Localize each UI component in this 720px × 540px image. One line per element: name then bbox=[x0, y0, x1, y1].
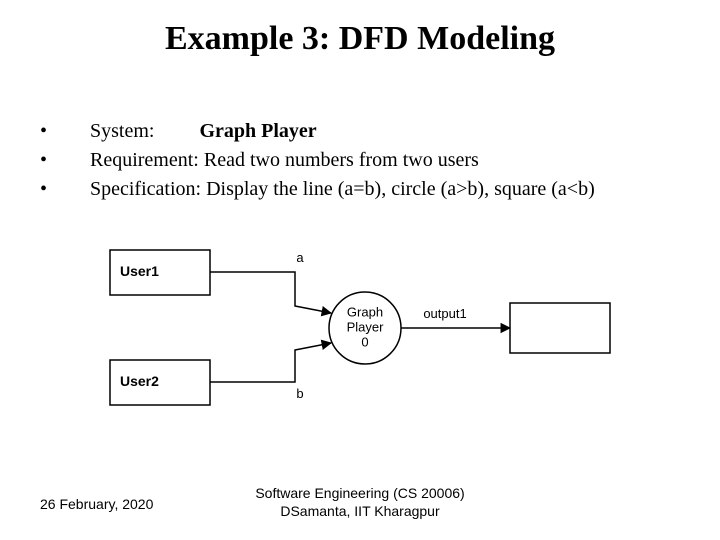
slide-title: Example 3: DFD Modeling bbox=[0, 20, 720, 58]
bullet-label: System: bbox=[90, 120, 154, 143]
bullet-marker: • bbox=[40, 120, 90, 143]
bullet-marker: • bbox=[40, 178, 90, 201]
slide: Example 3: DFD Modeling • System: Graph … bbox=[0, 0, 720, 540]
bullet-item: • Requirement: Read two numbers from two… bbox=[40, 149, 680, 172]
svg-text:User1: User1 bbox=[120, 263, 159, 279]
footer-author: DSamanta, IIT Kharagpur bbox=[280, 503, 439, 519]
bullet-item: • System: Graph Player bbox=[40, 120, 680, 143]
svg-text:a: a bbox=[296, 250, 304, 265]
svg-text:Graph: Graph bbox=[347, 304, 383, 319]
bullet-text: System: Graph Player bbox=[90, 120, 680, 143]
bullet-list: • System: Graph Player • Requirement: Re… bbox=[40, 120, 680, 207]
dfd-diagram: User1 User2 GraphPlayer0 a b output1 bbox=[100, 240, 620, 440]
bullet-text: Specification: Display the line (a=b), c… bbox=[90, 178, 680, 201]
dfd-svg: User1 User2 GraphPlayer0 a b output1 bbox=[100, 240, 620, 440]
bullet-marker: • bbox=[40, 149, 90, 172]
svg-text:0: 0 bbox=[361, 334, 368, 349]
svg-text:Player: Player bbox=[347, 319, 385, 334]
svg-text:output1: output1 bbox=[423, 306, 466, 321]
svg-text:b: b bbox=[296, 386, 303, 401]
bullet-value: Graph Player bbox=[199, 120, 316, 143]
bullet-item: • Specification: Display the line (a=b),… bbox=[40, 178, 680, 201]
bullet-text: Requirement: Read two numbers from two u… bbox=[90, 149, 680, 172]
footer-course: Software Engineering (CS 20006) bbox=[255, 485, 464, 501]
svg-text:User2: User2 bbox=[120, 373, 159, 389]
footer-center: Software Engineering (CS 20006) DSamanta… bbox=[0, 485, 720, 520]
